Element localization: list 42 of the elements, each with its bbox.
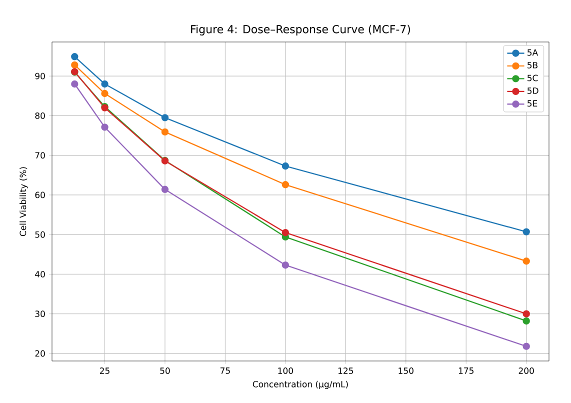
point [161, 114, 169, 122]
y-tick-label: 60 [35, 192, 45, 198]
point [522, 317, 530, 325]
point [282, 181, 290, 188]
x-tick-label: 200 [518, 368, 534, 374]
chart-title: Figure 4: Dose–Response Curve (MCF-7) [191, 24, 410, 36]
legend-label: 5D [528, 88, 538, 94]
x-tick-label: 175 [458, 368, 474, 374]
x-tick-label: 100 [278, 368, 293, 374]
y-tick-label: 80 [35, 112, 45, 119]
y-tick-label: 70 [35, 152, 45, 159]
legend-label: 5A [528, 49, 538, 56]
point [522, 310, 530, 318]
x-tick-label: 125 [338, 368, 354, 374]
point [161, 186, 169, 194]
point [101, 124, 108, 131]
point [522, 228, 530, 236]
x-tick-label: 150 [398, 368, 414, 374]
point [71, 80, 78, 88]
x-tick-label: 75 [220, 368, 230, 374]
legend-label: 5E [528, 100, 538, 107]
y-tick-label: 90 [35, 72, 45, 80]
point [282, 261, 290, 269]
point [282, 162, 290, 170]
y-tick-label: 30 [35, 310, 45, 318]
point [71, 61, 78, 69]
point [101, 80, 108, 88]
point [522, 258, 530, 265]
x-axis-title: Concentration (µg/mL) [252, 380, 348, 390]
x-tick-label: 50 [160, 368, 170, 374]
y-axis-title: Cell Viability (%) [20, 167, 28, 236]
y-tick-label: 20 [35, 350, 45, 357]
point [522, 342, 530, 350]
y-tick-label: 50 [35, 231, 45, 238]
point [71, 53, 78, 60]
point [282, 229, 290, 236]
x-tick-label: 25 [100, 368, 110, 374]
legend-label: 5C [528, 74, 538, 82]
point [161, 128, 169, 136]
point [101, 90, 108, 98]
y-tick-label: 40 [35, 270, 45, 278]
legend-label: 5B [528, 62, 538, 68]
